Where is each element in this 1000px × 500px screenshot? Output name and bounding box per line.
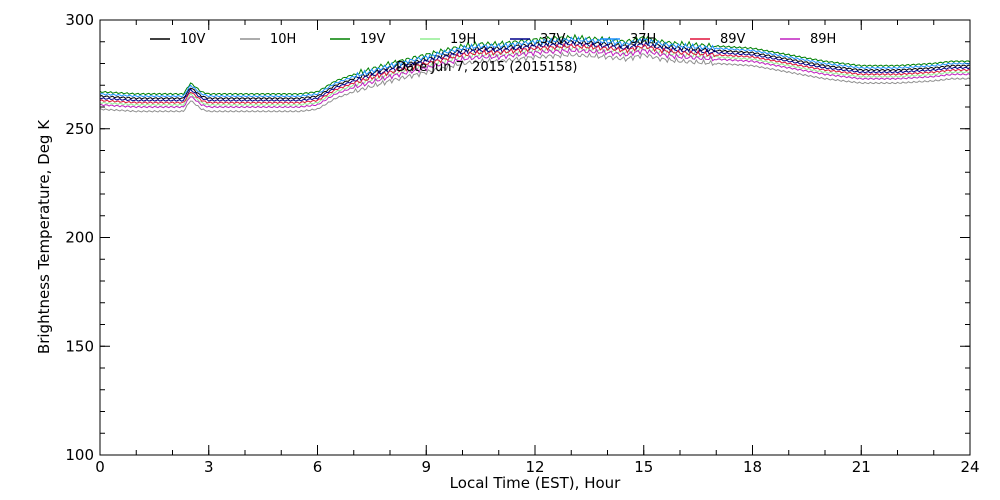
y-tick-label: 200 [65,229,94,247]
series-lines [99,33,971,113]
x-tick-label: 12 [525,458,544,476]
x-tick-label: 21 [852,458,871,476]
series-line-89v [99,42,971,105]
legend-label-10v: 10V [180,32,206,47]
legend: 10V 10H 19V 19H 37V 37H 89V 89H [150,32,836,47]
x-tick-label: 6 [313,458,323,476]
y-tick-label: 300 [65,11,94,29]
legend-label-19h: 19H [450,32,476,47]
series-line-19v [99,33,971,96]
series-line-10h [99,51,971,113]
legend-label-89v: 89V [720,32,746,47]
y-axis-label: Brightness Temperature, Deg K [35,119,53,354]
x-tick-label: 24 [960,458,979,476]
x-tick-label: 18 [743,458,762,476]
y-tick-label: 100 [65,446,94,464]
x-tick-label: 0 [95,458,105,476]
legend-label-89h: 89H [810,32,836,47]
x-tick-label: 9 [421,458,431,476]
y-tick-label: 150 [65,337,94,355]
x-tick-label: 15 [634,458,653,476]
x-tick-label: 3 [204,458,214,476]
legend-label-37h: 37H [630,32,656,47]
date-annotation: Date Jun 7, 2015 (2015158) [396,60,577,75]
series-line-37v [99,40,971,102]
y-tick-label: 250 [65,120,94,138]
axis-ticks: 0 3 6 9 12 15 18 21 24 100 150 200 250 300 [65,11,979,476]
series-line-89h [99,46,971,109]
legend-label-10h: 10H [270,32,296,47]
legend-label-37v: 37V [540,32,566,47]
series-line-37h [99,35,971,98]
legend-label-19v: 19V [360,32,386,47]
plot-frame [99,19,971,456]
x-axis-label: Local Time (EST), Hour [450,474,621,492]
